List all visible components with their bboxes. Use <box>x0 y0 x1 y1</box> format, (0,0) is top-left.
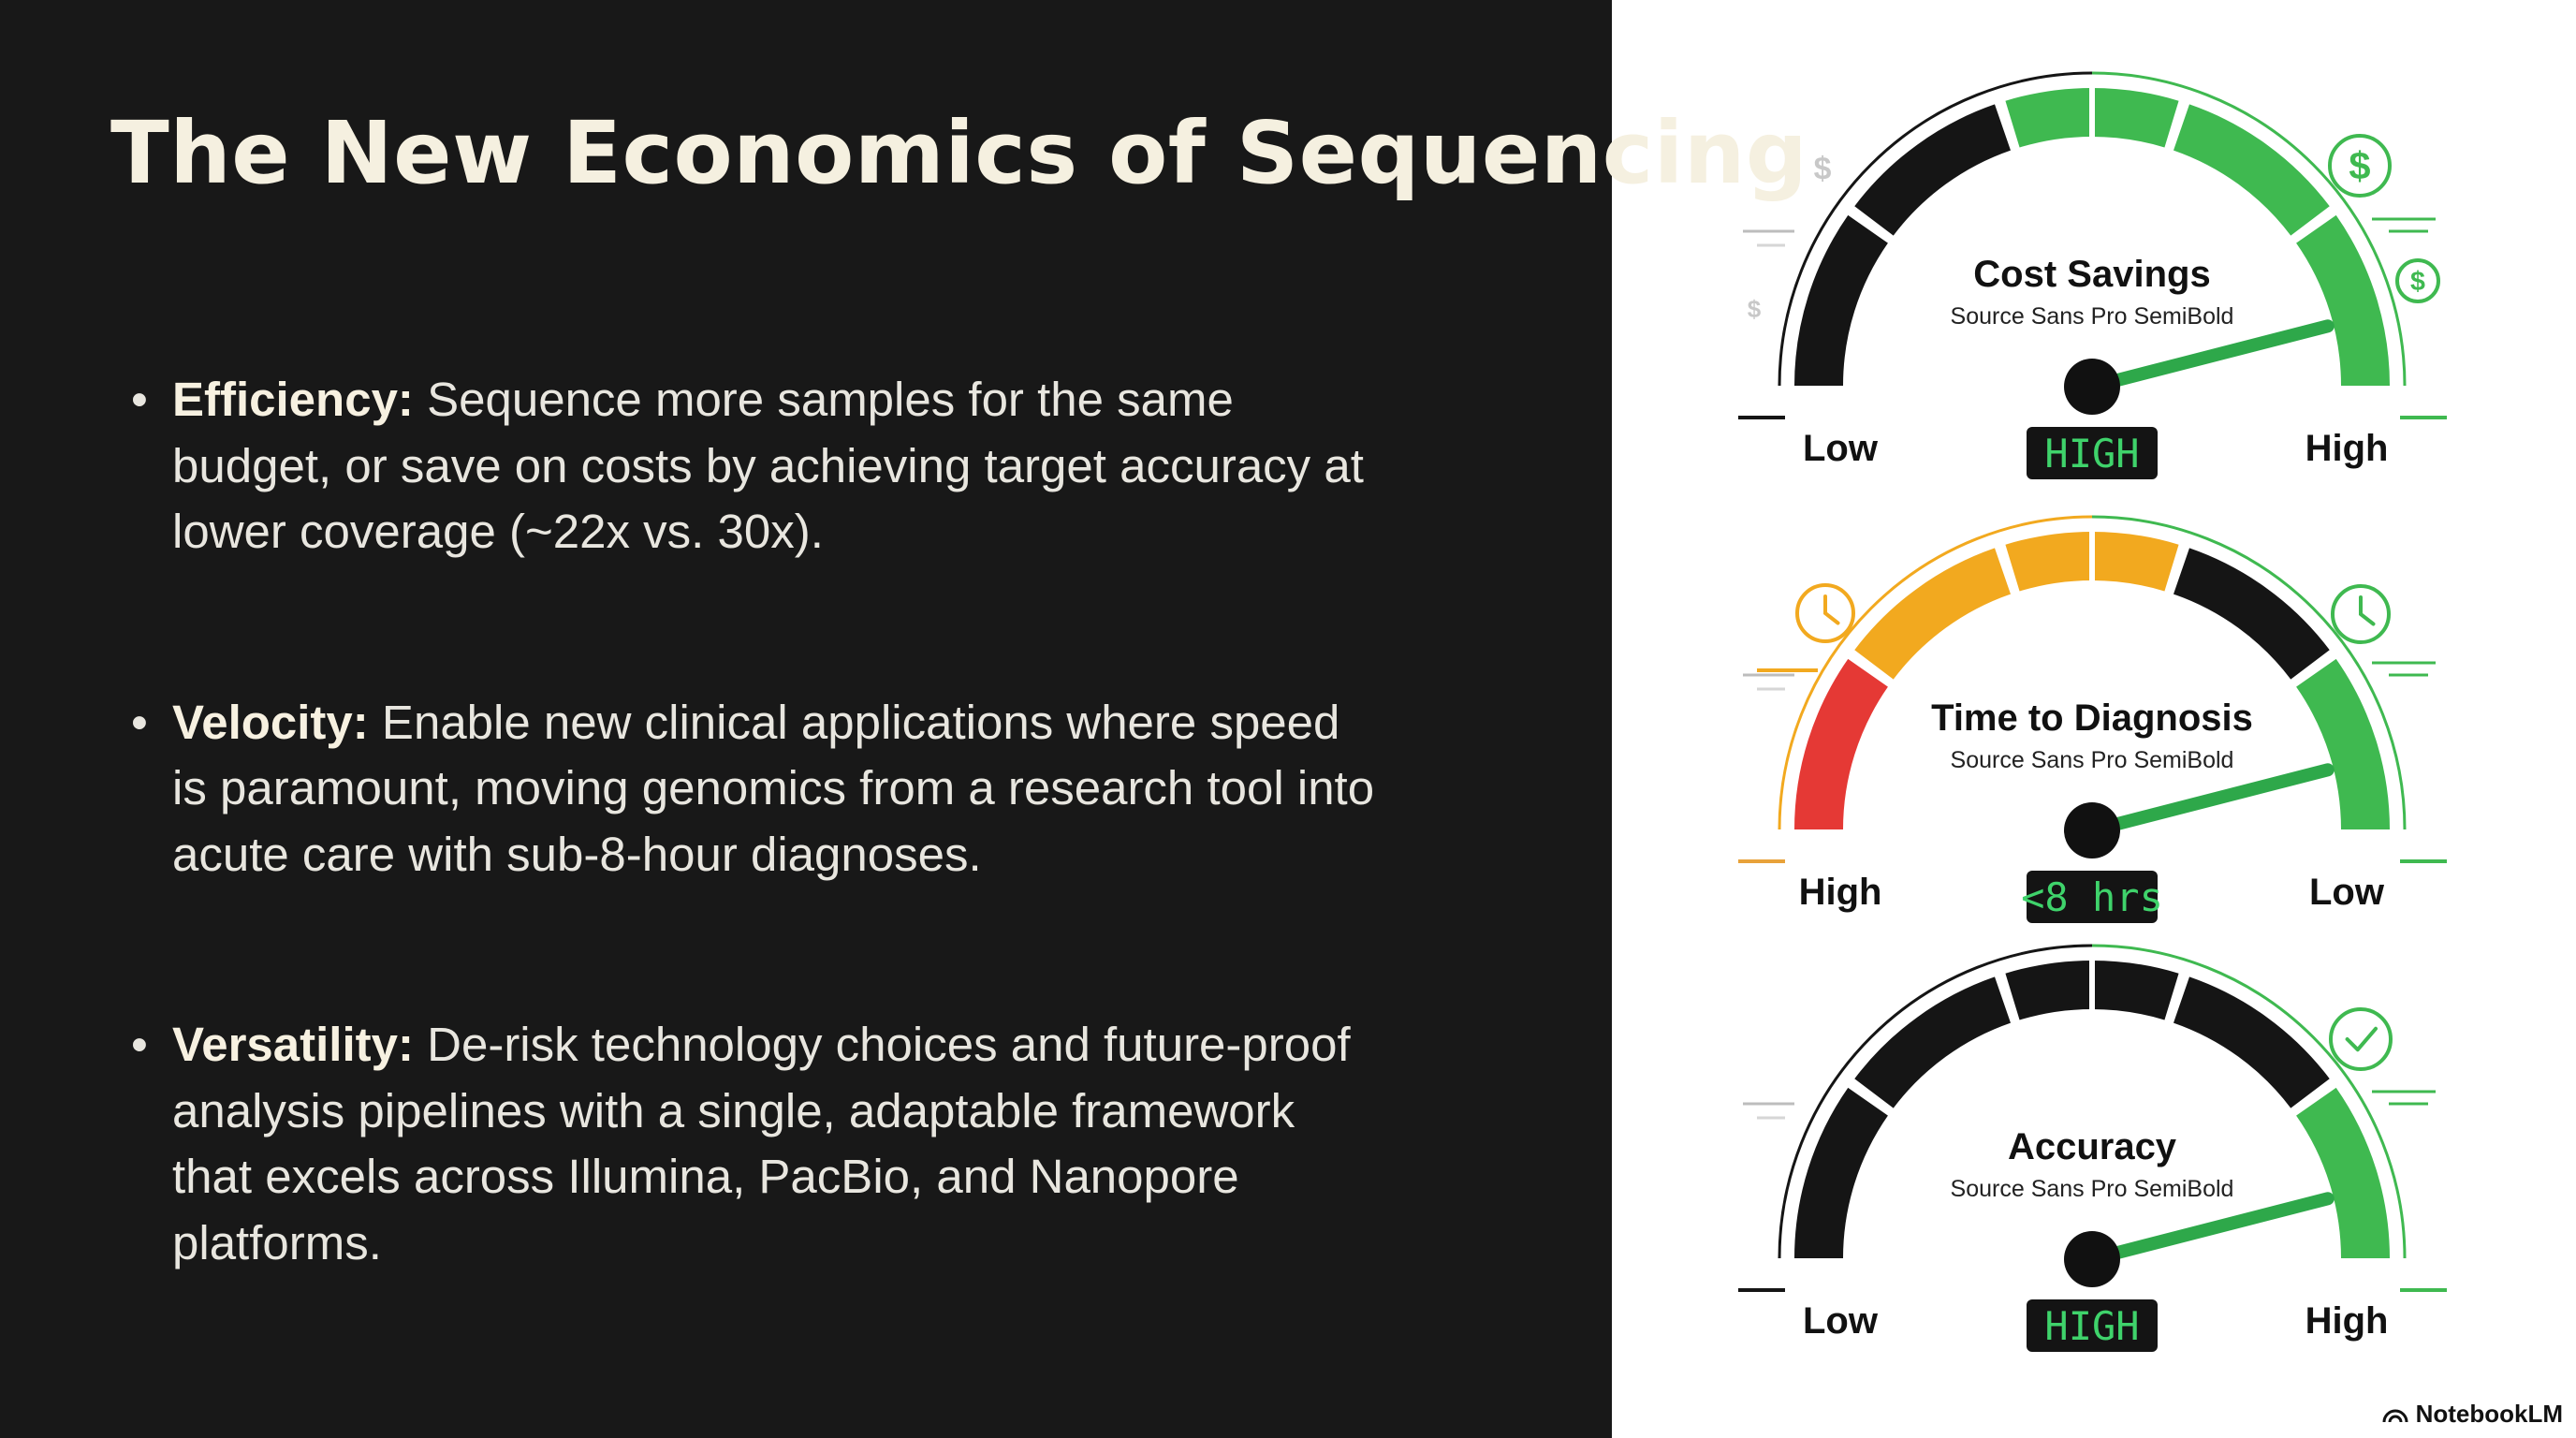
gauge-outer-ring <box>1778 944 2093 1259</box>
gauge-segment <box>2173 976 2330 1108</box>
bullet-dot: • <box>131 695 148 749</box>
gauge-hub <box>2064 1231 2120 1287</box>
bullet-term: Versatility: <box>172 1018 414 1071</box>
gauge-readout-panel <box>2027 871 2158 923</box>
gauge-title: Time to Diagnosis <box>1931 697 2253 739</box>
gauge-decor <box>1738 515 2447 863</box>
gauge-accuracy: Accuracy Source Sans Pro SemiBold Low Hi… <box>1738 944 2447 1352</box>
dollar-circle-icon: $ <box>2395 258 2440 303</box>
bullet-versatility: • Versatility: De-risk technology choice… <box>131 1012 1385 1276</box>
gauge-needle <box>2086 1192 2334 1266</box>
gauge-hub <box>2064 802 2120 858</box>
gauge-segment <box>1854 976 2012 1108</box>
gauge-outer-ring <box>2091 515 2407 830</box>
svg-text:$: $ <box>2410 267 2425 297</box>
bullet-term: Efficiency: <box>172 373 414 426</box>
content-panel <box>0 0 1612 1438</box>
gauge-needle <box>2086 763 2334 837</box>
gauge-decor <box>1738 944 2447 1292</box>
gauge-readout: HIGH <box>2044 431 2139 477</box>
gauge-segment <box>2295 1087 2390 1259</box>
gauge-decor <box>1738 71 2447 419</box>
gauge-right-label: High <box>2305 1300 2389 1342</box>
notebooklm-icon <box>2382 1409 2408 1422</box>
gauge-segments <box>1794 959 2390 1259</box>
gauge-icons <box>1757 583 2391 672</box>
dollar-icon: $ <box>1748 295 1762 323</box>
gauge-segment <box>1794 214 1889 387</box>
bullet-velocity: • Velocity: Enable new clinical applicat… <box>131 690 1385 888</box>
checkmark-circle-icon <box>2329 1007 2393 1071</box>
gauge-panel <box>1612 0 2576 1438</box>
gauge-needle <box>2086 319 2334 393</box>
gauge-readout-panel <box>2027 427 2158 479</box>
bullet-list: • Efficiency: Sequence more samples for … <box>131 367 1385 1276</box>
gauge-left-label: Low <box>1803 428 1879 469</box>
dollar-icon: $ <box>1814 152 1832 187</box>
gauge-left-label: Low <box>1803 1300 1879 1342</box>
gauge-outer-ring <box>2091 71 2407 387</box>
dollar-circle-icon: $ <box>2328 134 2392 198</box>
gauge-segment <box>2173 104 2330 236</box>
gauge-segment <box>1854 104 2012 236</box>
gauge-outer-ring <box>2091 944 2407 1259</box>
gauge-readout: HIGH <box>2044 1303 2139 1349</box>
gauge-hub <box>2064 359 2120 415</box>
gauge-time-to-diagnosis: Time to Diagnosis Source Sans Pro SemiBo… <box>1738 515 2447 923</box>
gauge-cost-savings: Cost Savings Source Sans Pro SemiBold Lo… <box>1738 71 2447 479</box>
gauge-readout: <8 hrs <box>2021 874 2163 920</box>
bullet-dot: • <box>131 1018 148 1071</box>
svg-text:$: $ <box>1814 152 1832 187</box>
clock-icon <box>1795 583 1855 643</box>
gauge-left-label: High <box>1799 872 1882 913</box>
gauge-subtitle: Source Sans Pro SemiBold <box>1951 747 2234 773</box>
gauges-illustration: Cost Savings Source Sans Pro SemiBold Lo… <box>1738 71 2447 1352</box>
gauge-segments <box>1794 530 2390 830</box>
bullet-text: Enable new clinical applications where s… <box>172 695 1375 881</box>
gauge-icons <box>2329 1007 2393 1071</box>
svg-text:$: $ <box>2349 143 2370 187</box>
gauge-title: Accuracy <box>2008 1126 2177 1167</box>
bullet-efficiency: • Efficiency: Sequence more samples for … <box>131 367 1385 565</box>
gauge-icons: $ $ $ $ <box>1748 134 2440 323</box>
gauge-segment <box>2295 214 2390 387</box>
gauge-outer-ring <box>1778 71 2093 387</box>
gauge-right-label: Low <box>2309 872 2385 913</box>
gauge-right-label: High <box>2305 428 2389 469</box>
gauge-segment <box>1794 658 1889 830</box>
gauge-segments <box>1794 86 2390 387</box>
bullet-text: De-risk technology choices and future-pr… <box>172 1018 1351 1269</box>
gauge-segment <box>2173 548 2330 680</box>
bullet-text: Sequence more samples for the same budge… <box>172 373 1364 558</box>
gauge-readout-panel <box>2027 1299 2158 1352</box>
svg-text:$: $ <box>1748 295 1762 323</box>
clock-icon <box>2331 584 2391 644</box>
gauge-segment <box>1794 1087 1889 1259</box>
gauge-subtitle: Source Sans Pro SemiBold <box>1951 1176 2234 1202</box>
gauge-title: Cost Savings <box>1973 254 2210 295</box>
gauge-outer-ring <box>1778 515 2093 830</box>
brand-name: NotebookLM <box>2415 1400 2563 1428</box>
page-title: The New Economics of Sequencing <box>110 103 1808 203</box>
gauge-segment <box>1854 548 2012 680</box>
gauge-segment <box>2295 658 2390 830</box>
bullet-term: Velocity: <box>172 695 369 749</box>
gauge-subtitle: Source Sans Pro SemiBold <box>1951 303 2234 330</box>
notebooklm-logo: NotebookLM <box>2382 1400 2563 1429</box>
bullet-dot: • <box>131 373 148 426</box>
